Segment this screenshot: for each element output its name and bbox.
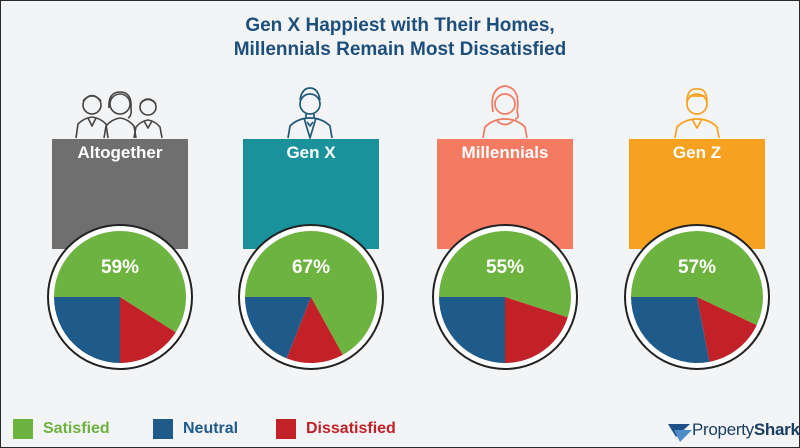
pct-label-millennials: 55%	[485, 257, 525, 278]
woman-icon	[482, 85, 528, 139]
propertyshark-logo-icon	[668, 424, 692, 442]
title-line-2: Millennials Remain Most Dissatisfied	[233, 39, 567, 60]
banner-label-altogether: Altogether	[77, 143, 163, 162]
pie-slice-gen-x-dissatisfied	[286, 297, 343, 364]
propertyshark-logo: PropertyShark	[668, 420, 800, 442]
logo-text-shark: Shark	[753, 420, 800, 439]
pie-slice-altogether-neutral	[54, 297, 120, 363]
banner-label-gen-x: Gen X	[286, 143, 336, 162]
pie-slices-layer	[54, 231, 763, 364]
banner-label-millennials: Millennials	[461, 143, 549, 162]
pie-slice-gen-z-neutral	[631, 297, 710, 363]
pie-slice-millennials-satisfied	[439, 231, 571, 318]
pct-label-gen-x: 67%	[291, 257, 331, 278]
logo-text-property: Property	[692, 420, 754, 439]
pie-slice-gen-z-dissatisfied	[697, 297, 757, 362]
pie-slice-millennials-dissatisfied	[505, 297, 568, 363]
pct-label-gen-z: 57%	[677, 257, 717, 278]
pct-label-altogether: 59%	[100, 257, 140, 278]
pie-slice-altogether-dissatisfied	[120, 297, 176, 363]
pie-slice-gen-z-satisfied	[631, 231, 763, 326]
legend-dissatisfied-label: Dissatisfied	[306, 420, 396, 437]
pie-slice-millennials-neutral	[439, 297, 505, 363]
man-icon	[287, 87, 333, 139]
logo-text: PropertyShark	[692, 420, 800, 440]
legend-neutral-label: Neutral	[183, 420, 239, 437]
legend-dissatisfied-swatch	[276, 419, 296, 439]
legend-satisfied-swatch	[13, 419, 33, 439]
pie-slice-gen-x-neutral	[245, 297, 311, 359]
banner-label-gen-z: Gen Z	[672, 143, 722, 162]
young-person-icon	[674, 88, 720, 139]
legend-satisfied-label: Satisfied	[43, 420, 110, 437]
chart-title: Gen X Happiest with Their Homes, Millenn…	[0, 14, 800, 62]
pie-slice-gen-x-satisfied	[245, 231, 377, 355]
title-line-1: Gen X Happiest with Their Homes,	[245, 15, 555, 36]
pie-slice-altogether-satisfied	[54, 231, 187, 333]
group-people-icon	[75, 91, 163, 139]
legend-neutral-swatch	[153, 419, 173, 439]
